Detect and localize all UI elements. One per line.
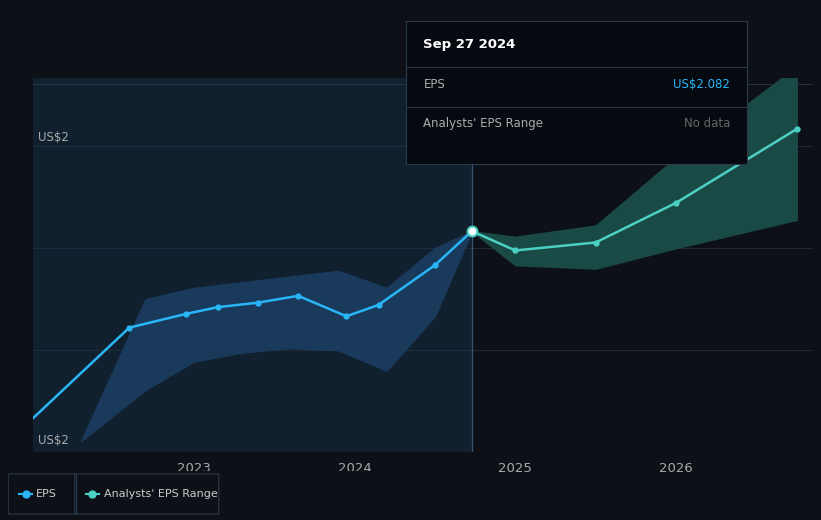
Text: US$2.082: US$2.082 bbox=[673, 78, 730, 91]
Text: Analysts' EPS Range: Analysts' EPS Range bbox=[424, 116, 544, 129]
Text: Analysts Forecasts: Analysts Forecasts bbox=[480, 89, 589, 102]
Text: Actual: Actual bbox=[427, 89, 464, 102]
Text: US$2: US$2 bbox=[38, 434, 68, 447]
Text: EPS: EPS bbox=[36, 489, 57, 499]
Text: Sep 27 2024: Sep 27 2024 bbox=[424, 38, 516, 51]
Text: EPS: EPS bbox=[424, 78, 445, 91]
Text: US$2: US$2 bbox=[38, 131, 68, 144]
Bar bbox=[33, 78, 472, 452]
Text: Analysts' EPS Range: Analysts' EPS Range bbox=[103, 489, 218, 499]
Text: No data: No data bbox=[684, 116, 730, 129]
